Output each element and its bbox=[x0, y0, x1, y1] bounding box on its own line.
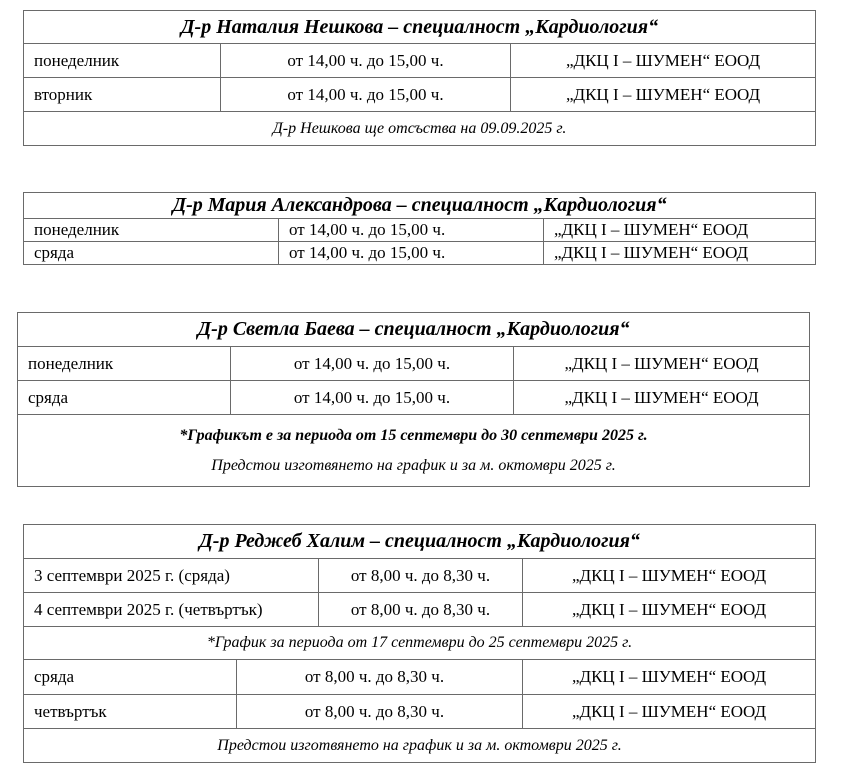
schedule-table-baeva: Д-р Светла Баева – специалност „Кардиоло… bbox=[16, 312, 811, 487]
table-row: понеделник от 14,00 ч. до 15,00 ч. „ДКЦ … bbox=[23, 43, 817, 78]
period-note: *График за периода от 17 септември до 25… bbox=[22, 626, 817, 660]
day-cell: сряда bbox=[23, 241, 279, 265]
place-cell: „ДКЦ I – ШУМЕН“ ЕООД bbox=[521, 558, 817, 593]
table-row: понеделник от 14,00 ч. до 15,00 ч. „ДКЦ … bbox=[23, 218, 817, 242]
time-cell: от 14,00 ч. до 15,00 ч. bbox=[230, 346, 514, 381]
table-row: 3 септември 2025 г. (сряда) от 8,00 ч. д… bbox=[23, 558, 817, 593]
date-cell: 3 септември 2025 г. (сряда) bbox=[23, 558, 319, 593]
date-cell: 4 септември 2025 г. (четвъртък) bbox=[23, 592, 319, 627]
place-cell: „ДКЦ I – ШУМЕН“ ЕООД bbox=[521, 592, 817, 627]
place-cell: „ДКЦ I – ШУМЕН“ ЕООД bbox=[509, 43, 817, 78]
upcoming-note: Предстои изготвянето на график и за м. о… bbox=[22, 728, 817, 763]
time-cell: от 14,00 ч. до 15,00 ч. bbox=[230, 380, 514, 415]
time-cell: от 8,00 ч. до 8,30 ч. bbox=[318, 592, 523, 627]
time-cell: от 8,00 ч. до 8,30 ч. bbox=[236, 694, 523, 729]
time-cell: от 14,00 ч. до 15,00 ч. bbox=[220, 43, 511, 78]
day-cell: понеделник bbox=[23, 218, 279, 242]
time-cell: от 8,00 ч. до 8,30 ч. bbox=[236, 659, 523, 695]
time-cell: от 14,00 ч. до 15,00 ч. bbox=[220, 77, 511, 112]
time-cell: от 14,00 ч. до 15,00 ч. bbox=[278, 218, 544, 242]
schedule-table-halim: Д-р Реджеб Халим – специалност „Кардиоло… bbox=[22, 524, 817, 763]
table-row: четвъртък от 8,00 ч. до 8,30 ч. „ДКЦ I –… bbox=[23, 694, 817, 729]
schedule-table-aleksandrova: Д-р Мария Александрова – специалност „Ка… bbox=[22, 192, 817, 265]
day-cell: понеделник bbox=[23, 43, 221, 78]
table-row: понеделник от 14,00 ч. до 15,00 ч. „ДКЦ … bbox=[17, 346, 811, 381]
table-row: вторник от 14,00 ч. до 15,00 ч. „ДКЦ I –… bbox=[23, 77, 817, 112]
place-cell: „ДКЦ I – ШУМЕН“ ЕООД bbox=[512, 380, 811, 415]
doctor-title: Д-р Светла Баева – специалност „Кардиоло… bbox=[16, 312, 811, 347]
time-cell: от 14,00 ч. до 15,00 ч. bbox=[278, 241, 544, 265]
upcoming-note: Предстои изготвянето на график и за м. о… bbox=[211, 456, 616, 474]
place-cell: „ДКЦ I – ШУМЕН“ ЕООД bbox=[512, 346, 811, 381]
table-row: сряда от 14,00 ч. до 15,00 ч. „ДКЦ I – Ш… bbox=[23, 241, 817, 265]
table-row: сряда от 14,00 ч. до 15,00 ч. „ДКЦ I – Ш… bbox=[17, 380, 811, 415]
place-cell: „ДКЦ I – ШУМЕН“ ЕООД bbox=[521, 694, 817, 729]
day-cell: сряда bbox=[23, 659, 237, 695]
table-row: 4 септември 2025 г. (четвъртък) от 8,00 … bbox=[23, 592, 817, 627]
time-cell: от 8,00 ч. до 8,30 ч. bbox=[318, 558, 523, 593]
place-cell: „ДКЦ I – ШУМЕН“ ЕООД bbox=[542, 241, 817, 265]
doctor-title: Д-р Наталия Нешкова – специалност „Карди… bbox=[22, 10, 817, 44]
doctor-title: Д-р Мария Александрова – специалност „Ка… bbox=[22, 192, 817, 219]
day-cell: сряда bbox=[17, 380, 231, 415]
doctor-title: Д-р Реджеб Халим – специалност „Кардиоло… bbox=[22, 524, 817, 559]
schedule-table-neshkova: Д-р Наталия Нешкова – специалност „Карди… bbox=[22, 10, 817, 146]
period-note-cell: *Графикът е за периода от 15 септември д… bbox=[16, 414, 811, 487]
place-cell: „ДКЦ I – ШУМЕН“ ЕООД bbox=[509, 77, 817, 112]
day-cell: вторник bbox=[23, 77, 221, 112]
table-row: сряда от 8,00 ч. до 8,30 ч. „ДКЦ I – ШУМ… bbox=[23, 659, 817, 695]
period-note: *Графикът е за периода от 15 септември д… bbox=[179, 426, 648, 444]
place-cell: „ДКЦ I – ШУМЕН“ ЕООД bbox=[521, 659, 817, 695]
day-cell: четвъртък bbox=[23, 694, 237, 729]
absence-note: Д-р Нешкова ще отсъства на 09.09.2025 г. bbox=[22, 111, 817, 146]
place-cell: „ДКЦ I – ШУМЕН“ ЕООД bbox=[542, 218, 817, 242]
day-cell: понеделник bbox=[17, 346, 231, 381]
